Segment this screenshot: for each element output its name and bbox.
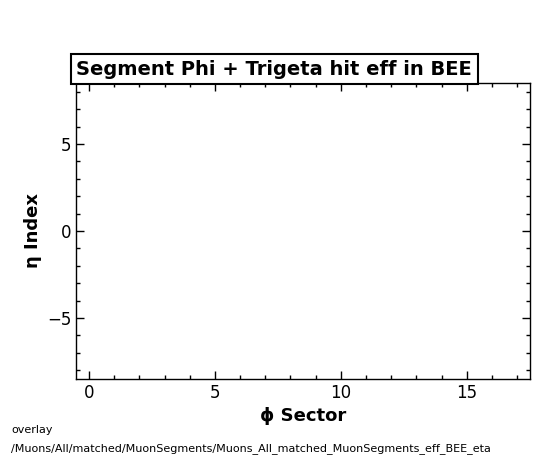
Text: /Muons/All/matched/MuonSegments/Muons_All_matched_MuonSegments_eff_BEE_eta: /Muons/All/matched/MuonSegments/Muons_Al… <box>11 444 491 455</box>
Text: Segment Phi + Trigeta hit eff in BEE: Segment Phi + Trigeta hit eff in BEE <box>76 60 472 79</box>
X-axis label: ϕ Sector: ϕ Sector <box>260 407 346 425</box>
Y-axis label: η Index: η Index <box>23 194 41 268</box>
Text: overlay: overlay <box>11 425 52 435</box>
